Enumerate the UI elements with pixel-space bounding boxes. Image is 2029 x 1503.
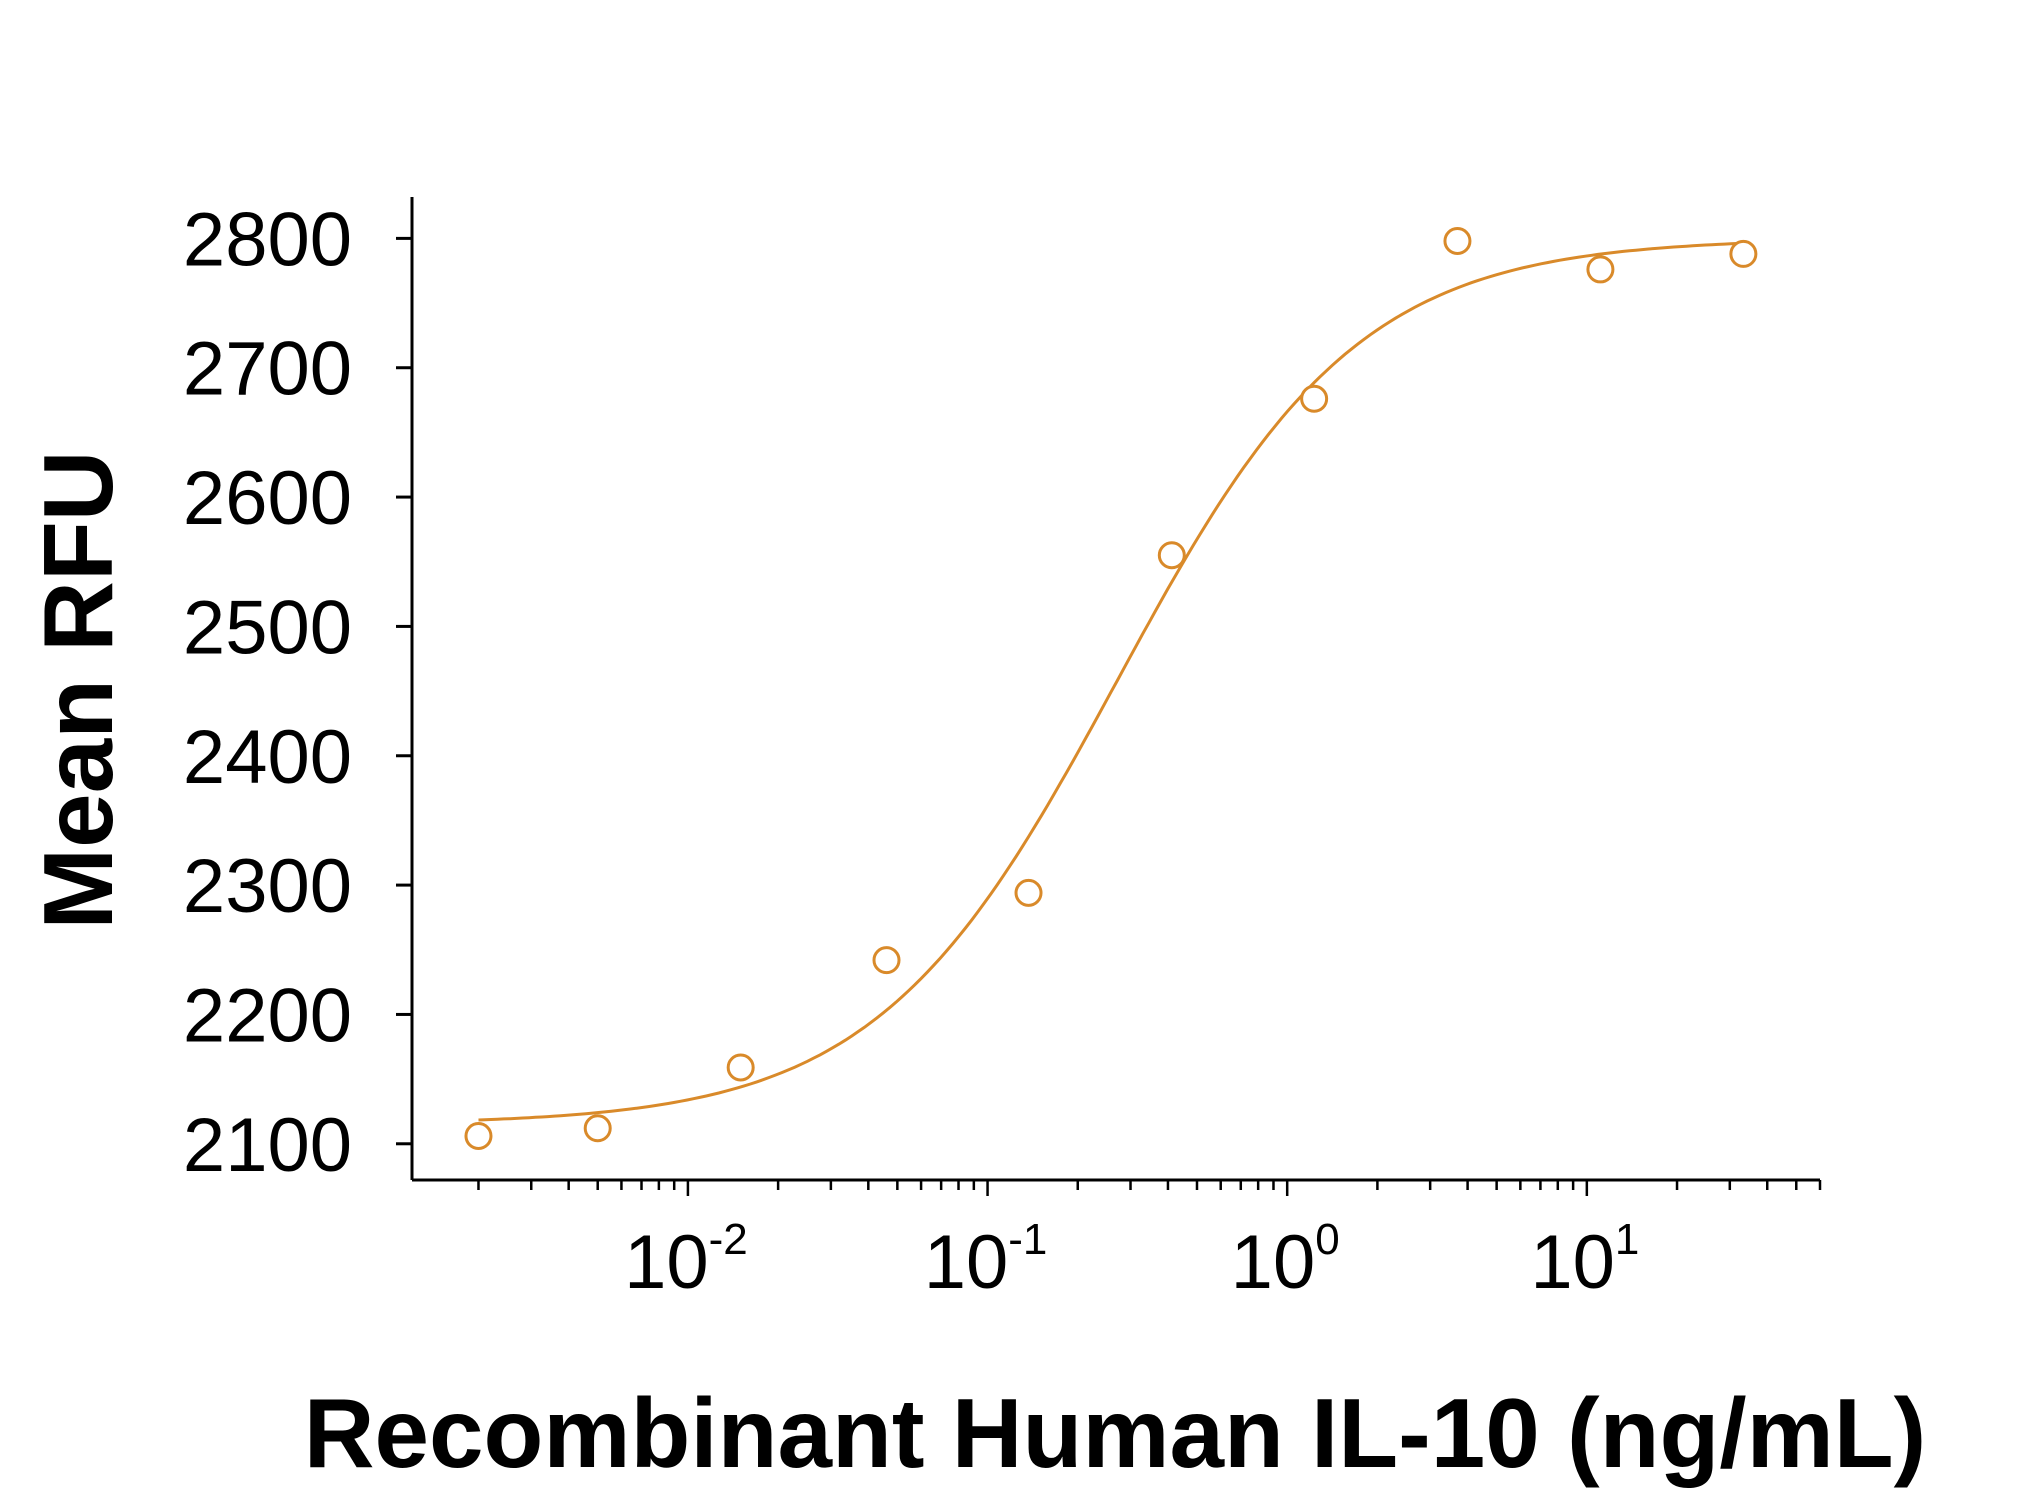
data-point — [1586, 255, 1615, 284]
data-point — [1300, 384, 1329, 413]
data-point — [1443, 226, 1472, 255]
fit-curve — [478, 241, 1744, 1122]
data-point — [1014, 878, 1043, 907]
axes — [410, 197, 1820, 1182]
y-tick-label: 2200 — [183, 973, 352, 1058]
x-tick-label: 10-2 — [624, 1215, 748, 1305]
data-point — [1729, 239, 1758, 268]
y-tick-label: 2700 — [183, 327, 352, 412]
y-tick-label: 2400 — [183, 715, 352, 800]
x-axis-title: Recombinant Human IL-10 (ng/mL) — [304, 1378, 1927, 1488]
x-tick-label: 10-1 — [924, 1215, 1048, 1305]
x-axis-ticks: 10-2 10-1 100 101 — [477, 1180, 1822, 1305]
y-axis-ticks: 2100 2200 2300 2400 2500 2600 2700 2800 — [183, 197, 412, 1188]
y-axis-title: Mean RFU — [23, 450, 133, 929]
x-tick-label: 101 — [1530, 1215, 1639, 1305]
y-tick-label: 2100 — [183, 1103, 352, 1188]
data-point — [872, 946, 901, 975]
data-point — [464, 1122, 493, 1151]
data-points — [464, 226, 1758, 1151]
data-point — [726, 1053, 755, 1082]
y-tick-label: 2600 — [183, 456, 352, 541]
data-point — [1157, 541, 1186, 570]
data-point — [583, 1114, 612, 1143]
y-tick-label: 2800 — [183, 197, 352, 282]
x-tick-label: 100 — [1231, 1215, 1340, 1305]
y-tick-label: 2500 — [183, 585, 352, 670]
y-tick-label: 2300 — [183, 844, 352, 929]
